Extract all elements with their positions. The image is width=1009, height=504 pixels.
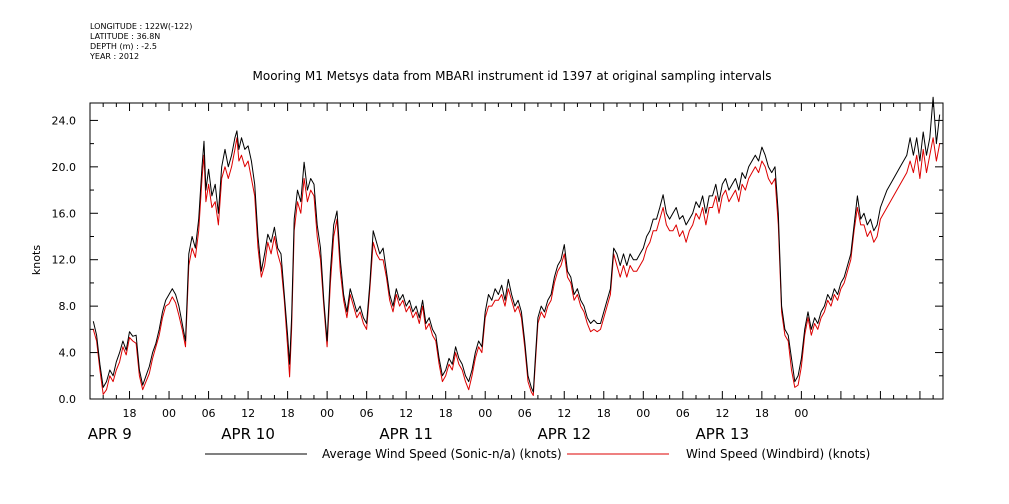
date-label: APR 10	[221, 425, 275, 443]
y-tick-labels: 0.0 4.0 8.0 12.0 16.0 20.0 24.0	[52, 114, 77, 406]
x-tick-label: 18	[755, 407, 769, 420]
chart-title: Mooring M1 Metsys data from MBARI instru…	[253, 69, 772, 83]
x-tick-label: 18	[123, 407, 137, 420]
y-axis-label: knots	[30, 245, 43, 275]
series-lines	[92, 96, 941, 396]
x-tick-label: 12	[399, 407, 413, 420]
date-label: APR 13	[696, 425, 750, 443]
axis-ticks	[89, 103, 943, 400]
series-line-windbird	[92, 137, 941, 396]
y-tick-label: 4.0	[59, 347, 77, 360]
y-tick-label: 0.0	[59, 393, 77, 406]
y-tick-label: 12.0	[52, 254, 77, 267]
x-tick-label: 00	[478, 407, 492, 420]
y-tick-label: 20.0	[52, 161, 77, 174]
x-tick-label: 06	[518, 407, 532, 420]
x-tick-label: 12	[557, 407, 571, 420]
x-tick-label: 00	[320, 407, 334, 420]
x-tick-label: 00	[636, 407, 650, 420]
metadata-block: LONGITUDE : 122W(-122) LATITUDE : 36.8N …	[90, 22, 192, 62]
y-tick-label: 24.0	[52, 114, 77, 127]
year-text: YEAR : 2012	[90, 52, 140, 61]
x-tick-label: 00	[162, 407, 176, 420]
plot-frame	[89, 102, 944, 400]
x-tick-label: 12	[241, 407, 255, 420]
date-labels: APR 9 APR 10 APR 11 APR 12 APR 13	[88, 425, 749, 443]
x-tick-label: 06	[360, 407, 374, 420]
date-label: APR 11	[379, 425, 433, 443]
x-tick-label: 00	[794, 407, 808, 420]
y-tick-label: 16.0	[52, 207, 77, 220]
x-tick-labels: 18 00 06 12 18 00 06 12 18 00 06 12 18 00 06 12 18 00	[123, 407, 809, 420]
longitude-text: LONGITUDE : 122W(-122)	[90, 22, 193, 31]
date-label: APR 9	[88, 425, 132, 443]
depth-text: DEPTH (m) : -2.5	[90, 42, 157, 51]
x-tick-label: 18	[597, 407, 611, 420]
x-tick-label: 06	[676, 407, 690, 420]
x-tick-label: 18	[281, 407, 295, 420]
x-tick-label: 12	[715, 407, 729, 420]
legend-label-sonic: Average Wind Speed (Sonic-n/a) (knots)	[322, 447, 562, 461]
legend: Average Wind Speed (Sonic-n/a) (knots) W…	[205, 447, 870, 461]
legend-label-windbird: Wind Speed (Windbird) (knots)	[686, 447, 870, 461]
date-label: APR 12	[537, 425, 591, 443]
x-tick-label: 18	[439, 407, 453, 420]
series-line-sonic	[92, 96, 941, 393]
y-tick-label: 8.0	[59, 300, 77, 313]
x-tick-label: 06	[202, 407, 216, 420]
latitude-text: LATITUDE : 36.8N	[90, 32, 161, 41]
